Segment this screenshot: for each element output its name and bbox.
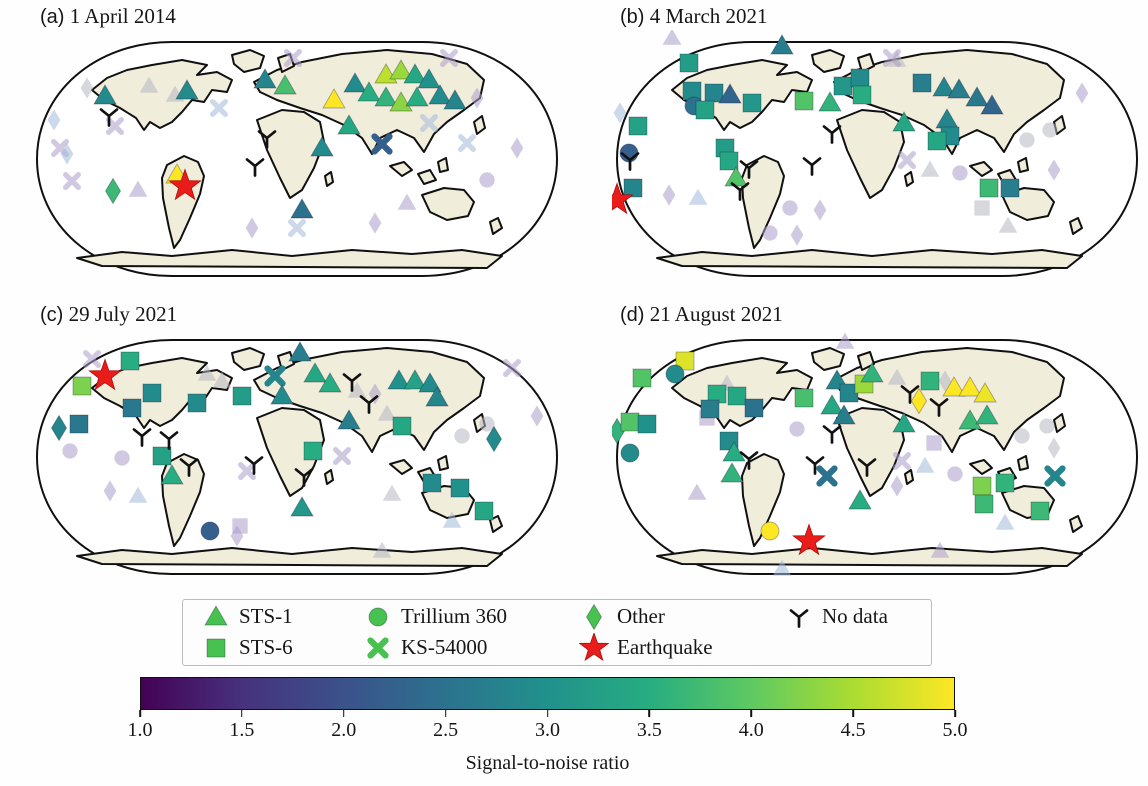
colorbar-tick-label: 5.0 [942,719,968,741]
colorbar-tick [139,710,141,717]
colorbar-tick-label: 3.5 [636,719,662,741]
colorbar-tick [546,710,549,717]
colorbar-tick [750,710,753,717]
world-map-b [612,30,1139,277]
colorbar-tick [954,710,956,717]
panel-d-title: (d) 21 August 2021 [612,302,1148,328]
world-map-c [35,339,559,575]
panel-d: (d) 21 August 2021 [612,302,1148,586]
legend-box: STS-1 STS-6 Trillium 360 KS-54000 Other … [182,599,932,666]
trillium360-circle-icon [368,607,388,627]
panel-c-date: 29 July 2021 [68,302,178,326]
colorbar-tick-label: 4.0 [738,719,764,741]
legend-label-ks54000: KS-54000 [401,635,488,659]
panel-c-label: (c) [40,304,64,326]
panel-b-date: 4 March 2021 [649,4,768,28]
colorbar-tick-label: 2.5 [433,719,459,741]
panel-d-date: 21 August 2021 [649,302,783,326]
colorbar-tick-label: 2.0 [331,719,357,741]
legend-label-sts6: STS-6 [239,635,293,659]
colorbar-tick [648,710,651,717]
panel-b: (b) 4 March 2021 [612,4,1148,288]
colorbar-ticks [139,710,956,718]
legend-label-trillium360: Trillium 360 [401,604,508,628]
colorbar-tick [444,710,447,717]
colorbar-tick-label: 4.5 [840,719,866,741]
panel-b-label: (b) [620,6,645,28]
colorbar-tick-label: 1.0 [127,719,153,741]
colorbar: 1.0 1.5 2.0 2.5 3.0 3.5 4.0 4.5 5.0 Signal-to-no… [128,677,968,775]
panel-a-date: 1 April 2014 [69,4,176,28]
colorbar-tick-label: 3.0 [535,719,560,741]
nodata-y-icon [789,609,809,628]
earthquake-star-icon [579,633,609,662]
panel-a: (a) 1 April 2014 [32,4,568,288]
legend-label-nodata: No data [822,604,888,628]
other-diamond-icon [585,603,603,631]
legend-label-sts1: STS-1 [239,604,293,628]
panel-c: (c) 29 July 2021 [32,302,568,586]
world-map-a [35,41,559,277]
panel-c-title: (c) 29 July 2021 [32,302,568,328]
world-map-d [612,332,1139,576]
sts6-square-icon [206,638,226,658]
panel-a-title: (a) 1 April 2014 [32,4,568,30]
ks54000-x-icon [367,637,389,659]
colorbar-tick [342,710,345,717]
panel-b-title: (b) 4 March 2021 [612,4,1148,30]
legend-label-other: Other [617,604,665,628]
colorbar-axis-label: Signal-to-noise ratio [465,752,630,774]
colorbar-gradient [140,677,955,710]
colorbar-tick [241,710,243,717]
legend-label-earthquake: Earthquake [617,635,713,659]
panel-d-label: (d) [620,304,645,326]
sts1-triangle-icon [204,605,228,626]
colorbar-tick-label: 1.5 [229,719,255,741]
colorbar-tick-labels: 1.0 1.5 2.0 2.5 3.0 3.5 4.0 4.5 5.0 [128,718,968,744]
colorbar-tick [852,710,854,717]
panel-a-label: (a) [40,6,65,28]
